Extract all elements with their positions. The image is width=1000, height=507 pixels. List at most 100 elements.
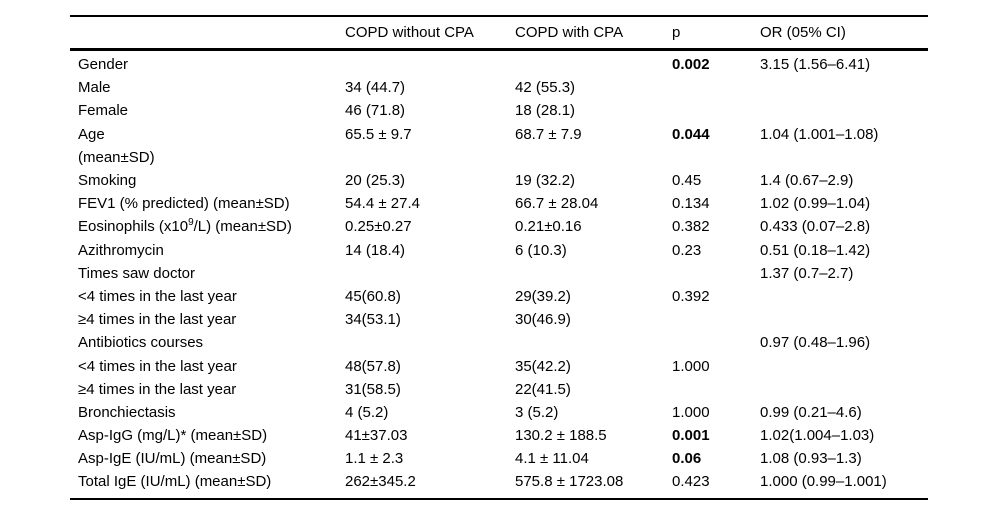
p-value-cell: 0.423 [672, 473, 710, 491]
p-value-cell: 1.000 [672, 403, 710, 421]
copd-with-cpa-cell: 130.2 ± 188.5 [515, 427, 607, 445]
row-label-cell: Times saw doctor [78, 264, 195, 282]
copd-with-cpa-cell: 22(41.5) [515, 380, 571, 398]
copd-with-cpa-cell: 29(39.2) [515, 287, 571, 305]
row-label-cell: (mean±SD) [78, 148, 155, 166]
table-row: Male 34 (44.7) 42 (55.3) [70, 76, 928, 99]
row-label-cell: Eosinophils (x109/L) (mean±SD) [78, 217, 292, 236]
or-ci-cell: 0.433 (0.07–2.8) [760, 218, 871, 236]
header-copd-with-cpa: COPD with CPA [515, 24, 624, 41]
copd-with-cpa-cell: 0.21±0.16 [515, 218, 582, 236]
row-label-cell: Female [78, 102, 129, 120]
table-row: Female 46 (71.8) 18 (28.1) [70, 99, 928, 122]
table-row: Gender 0.002 3.15 (1.56–6.41) [70, 53, 928, 76]
copd-without-cpa-cell: 4 (5.2) [345, 403, 389, 421]
header-or-ci: OR (05% CI) [760, 24, 846, 41]
table-row: Azithromycin 14 (18.4) 6 (10.3) 0.23 0.51 (0… [70, 239, 928, 262]
row-label-cell: ≥4 times in the last year [78, 380, 237, 398]
copd-with-cpa-cell: 575.8 ± 1723.08 [515, 473, 624, 491]
copd-with-cpa-cell: 42 (55.3) [515, 79, 576, 97]
copd-without-cpa-cell: 46 (71.8) [345, 102, 406, 120]
table-row: Age 65.5 ± 9.7 68.7 ± 7.9 0.044 1.04 (1.001–… [70, 123, 928, 146]
row-label-cell: Asp-IgG (mg/L)* (mean±SD) [78, 427, 268, 445]
copd-with-cpa-cell: 6 (10.3) [515, 241, 567, 259]
p-value-cell: 1.000 [672, 357, 710, 375]
table-row: Times saw doctor 1.37 (0.7–2.7) [70, 262, 928, 285]
p-value-cell: 0.001 [672, 427, 710, 445]
copd-without-cpa-cell: 48(57.8) [345, 357, 401, 375]
copd-without-cpa-cell: 54.4 ± 27.4 [345, 195, 420, 213]
table-header-row: COPD without CPA COPD with CPA p OR (05%… [70, 17, 928, 51]
or-ci-cell: 1.02 (0.99–1.04) [760, 195, 871, 213]
table-row: Asp-IgE (IU/mL) (mean±SD) 1.1 ± 2.3 4.1 ± … [70, 447, 928, 470]
or-ci-cell: 1.000 (0.99–1.001) [760, 473, 887, 491]
row-label-cell: Age [78, 125, 105, 143]
p-value-cell: 0.45 [672, 172, 702, 190]
row-label-cell: Asp-IgE (IU/mL) (mean±SD) [78, 450, 267, 468]
table-row: Total IgE (IU/mL) (mean±SD) 262±345.2 575.… [70, 470, 928, 493]
or-ci-cell: 1.37 (0.7–2.7) [760, 264, 854, 282]
p-value-cell: 0.392 [672, 287, 710, 305]
copd-with-cpa-cell: 35(42.2) [515, 357, 571, 375]
copd-with-cpa-cell: 30(46.9) [515, 311, 571, 329]
table-row: (mean±SD) [70, 146, 928, 169]
row-label-cell: <4 times in the last year [78, 287, 237, 305]
row-label-cell: Male [78, 79, 111, 97]
table-row: FEV1 (% predicted) (mean±SD) 54.4 ± 27.4 6… [70, 192, 928, 215]
copd-without-cpa-cell: 31(58.5) [345, 380, 401, 398]
row-label-cell: Azithromycin [78, 241, 164, 259]
table-row: <4 times in the last year 48(57.8) 35(42.2… [70, 354, 928, 377]
copd-without-cpa-cell: 20 (25.3) [345, 172, 406, 190]
header-copd-without-cpa: COPD without CPA [345, 24, 474, 41]
p-value-cell: 0.06 [672, 450, 702, 468]
or-ci-cell: 0.99 (0.21–4.6) [760, 403, 862, 421]
table-row: Eosinophils (x109/L) (mean±SD) 0.25±0.27 0… [70, 215, 928, 238]
copd-without-cpa-cell: 0.25±0.27 [345, 218, 412, 236]
p-value-cell: 0.23 [672, 241, 702, 259]
table-row: Bronchiectasis 4 (5.2) 3 (5.2) 1.000 0.99 (0… [70, 401, 928, 424]
or-ci-cell: 0.51 (0.18–1.42) [760, 241, 871, 259]
header-p-value: p [672, 24, 681, 41]
table-row: Antibiotics courses 0.97 (0.48–1.96) [70, 331, 928, 354]
copd-without-cpa-cell: 1.1 ± 2.3 [345, 450, 404, 468]
table-row: <4 times in the last year 45(60.8) 29(39.2… [70, 285, 928, 308]
table-row: Asp-IgG (mg/L)* (mean±SD) 41±37.03 130.2 ±… [70, 424, 928, 447]
table-row: ≥4 times in the last year 34(53.1) 30(46.9… [70, 308, 928, 331]
table-row: Smoking 20 (25.3) 19 (32.2) 0.45 1.4 (0.67–2… [70, 169, 928, 192]
copd-with-cpa-cell: 18 (28.1) [515, 102, 576, 120]
p-value-cell: 0.134 [672, 195, 710, 213]
row-label-cell: Antibiotics courses [78, 334, 204, 352]
comparison-table: COPD without CPA COPD with CPA p OR (05%… [70, 15, 928, 500]
row-label-cell: Smoking [78, 172, 137, 190]
copd-without-cpa-cell: 34 (44.7) [345, 79, 406, 97]
copd-without-cpa-cell: 34(53.1) [345, 311, 401, 329]
or-ci-cell: 3.15 (1.56–6.41) [760, 56, 871, 74]
row-label-cell: FEV1 (% predicted) (mean±SD) [78, 195, 290, 213]
copd-with-cpa-cell: 19 (32.2) [515, 172, 576, 190]
copd-with-cpa-cell: 66.7 ± 28.04 [515, 195, 599, 213]
row-label-cell: Total IgE (IU/mL) (mean±SD) [78, 473, 272, 491]
copd-with-cpa-cell: 3 (5.2) [515, 403, 559, 421]
copd-without-cpa-cell: 14 (18.4) [345, 241, 406, 259]
or-ci-cell: 1.4 (0.67–2.9) [760, 172, 854, 190]
copd-with-cpa-cell: 68.7 ± 7.9 [515, 125, 582, 143]
or-ci-cell: 1.08 (0.93–1.3) [760, 450, 862, 468]
or-ci-cell: 1.04 (1.001–1.08) [760, 125, 879, 143]
p-value-cell: 0.002 [672, 56, 710, 74]
table-row: ≥4 times in the last year 31(58.5) 22(41.5… [70, 378, 928, 401]
table-body: Gender 0.002 3.15 (1.56–6.41) Male 34 (44.7)… [70, 51, 928, 498]
row-label-cell: <4 times in the last year [78, 357, 237, 375]
row-label-cell: ≥4 times in the last year [78, 311, 237, 329]
p-value-cell: 0.382 [672, 218, 710, 236]
copd-without-cpa-cell: 262±345.2 [345, 473, 416, 491]
copd-without-cpa-cell: 41±37.03 [345, 427, 408, 445]
or-ci-cell: 1.02(1.004–1.03) [760, 427, 875, 445]
row-label-cell: Gender [78, 56, 129, 74]
copd-without-cpa-cell: 45(60.8) [345, 287, 401, 305]
copd-with-cpa-cell: 4.1 ± 11.04 [515, 450, 589, 468]
or-ci-cell: 0.97 (0.48–1.96) [760, 334, 871, 352]
copd-without-cpa-cell: 65.5 ± 9.7 [345, 125, 412, 143]
p-value-cell: 0.044 [672, 125, 710, 143]
row-label-cell: Bronchiectasis [78, 403, 176, 421]
